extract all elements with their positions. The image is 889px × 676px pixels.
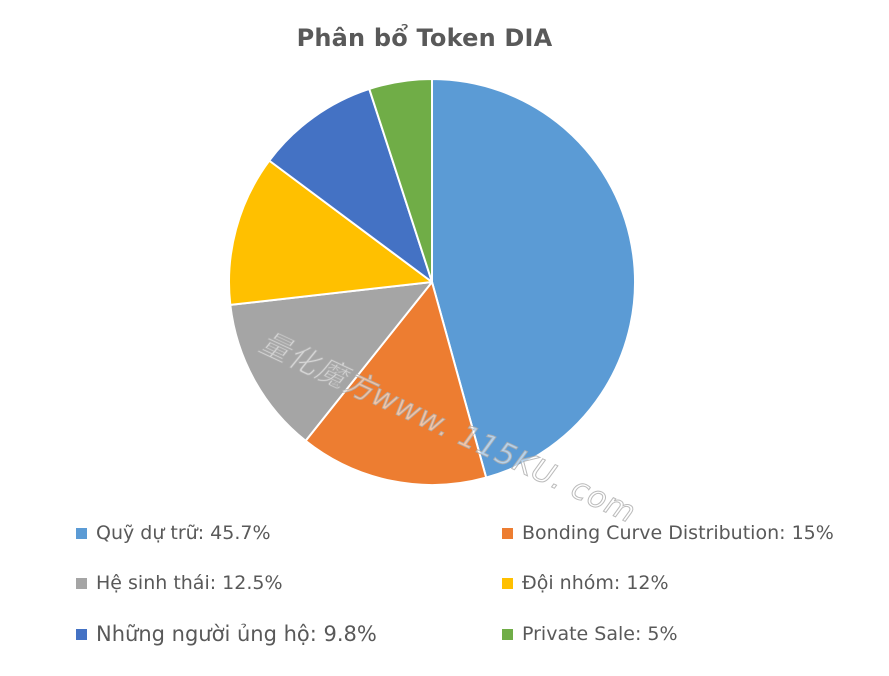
pie-slice-team [228, 159, 433, 306]
pie-slice-private-sale [368, 78, 433, 283]
pie-slice-bonding-curve [304, 281, 488, 486]
pie-slice-supporters [268, 87, 433, 283]
chart-title: Phân bổ Token DIA [296, 24, 553, 52]
pie-slice-reserve [431, 78, 636, 479]
pie-slice-ecosystem [229, 281, 433, 442]
